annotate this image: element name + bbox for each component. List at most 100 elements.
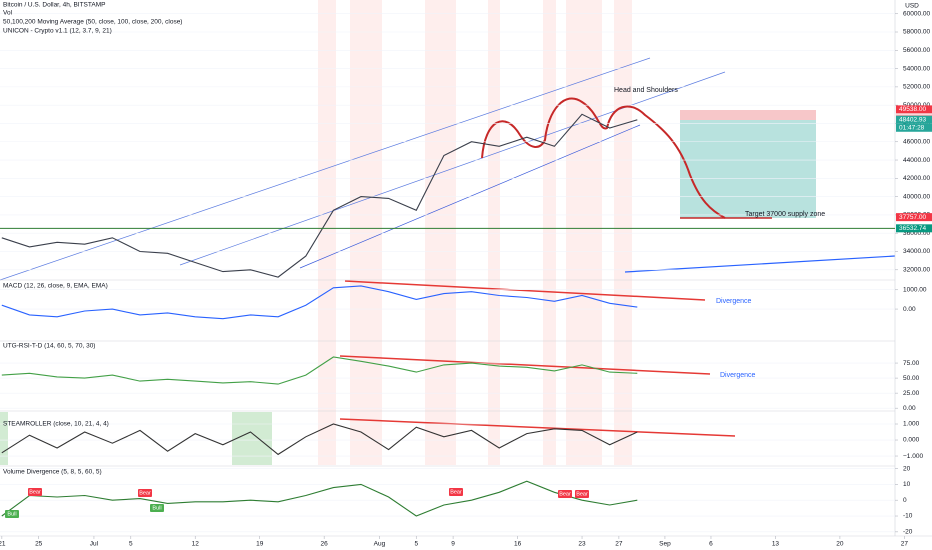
x-tick-label: 6 [709,541,713,548]
annotation: Head and Shoulders [614,87,678,94]
signal-label: Bull [152,505,161,511]
x-tick-label: 20 [836,541,844,548]
x-tick-label: 12 [192,541,200,548]
x-tick-label: 26 [321,541,329,548]
x-tick-label: 5 [414,541,418,548]
panel-title: UTG-RSI-T-D (14, 60, 5, 70, 30) [3,343,95,350]
highlight-band [425,0,456,465]
y-tick-label: 1000.00 [903,286,927,293]
highlight-band [0,412,8,465]
signal-label: Bear [559,491,571,497]
y-tick-label: 50000.00 [903,102,930,109]
signal-tag [575,490,589,498]
x-tick-label: 9 [451,541,455,548]
unit-label: USD [905,3,919,10]
annotation: Divergence [716,298,752,305]
y-tick-label: −1.000 [903,453,923,460]
channel-lower [179,71,726,266]
price-tag-label: 37757.00 [899,214,926,221]
highlight-band [566,0,602,465]
panel-title: MACD (12, 26, close, 9, EMA, EMA) [3,283,108,290]
y-tick-label: 60000.00 [903,10,930,17]
signal-tag [558,490,572,498]
series-line [1,480,638,517]
x-tick-label: 25 [35,541,43,548]
y-tick-label: 32000.00 [903,266,930,273]
highlight-band [614,0,632,465]
y-tick-label: 44000.00 [903,157,930,164]
x-tick-label: Sep [659,541,671,548]
x-tick-label: Jul [90,541,99,548]
price-tag-label: 48402.93 [899,116,926,123]
y-tick-label: 42000.00 [903,175,930,182]
series-line [1,113,638,278]
trend-line [624,255,896,273]
series-line [1,423,638,456]
highlight-band [232,412,272,465]
highlight-band [488,0,500,465]
highlight-bands [0,0,632,465]
highlight-band [318,0,336,465]
indicator-label: 50,100,200 Moving Average (50, close, 10… [3,19,182,26]
y-tick-label: 10 [903,481,911,488]
y-tick-label: 36000.00 [903,230,930,237]
price-tag [896,224,932,233]
annotation: Target 37000 supply zone [745,211,825,218]
x-tick-label: 21 [0,541,6,548]
panel-title: Bitcoin / U.S. Dollar, 4h, BITSTAMP [3,2,105,9]
y-tick-label: 20 [903,465,911,472]
target-zone [680,120,816,218]
divergence-arrow [344,280,706,301]
divergence-arrow [339,355,711,375]
price-tag [896,115,932,124]
x-tick-label: 5 [129,541,133,548]
x-tick-label: 27 [615,541,623,548]
x-tick-label: 16 [514,541,522,548]
highlight-band [350,0,382,465]
price-tag-label: 49538.00 [899,106,926,113]
indicator-label: UNICON - Crypto v1.1 (12, 3.7, 9, 21) [3,28,112,35]
signal-label: Bear [576,491,588,497]
signal-tag [138,489,152,497]
divergence-arrow [339,418,736,437]
y-tick-label: 50.00 [903,375,920,382]
channel-upper [0,57,651,281]
signal-tag [5,510,19,518]
y-tick-label: 56000.00 [903,47,930,54]
signal-tag [28,488,42,496]
signal-label: Bull [7,511,16,517]
highlight-band [543,0,556,465]
signal-label: Bear [139,490,151,496]
y-tick-label: 0.00 [903,306,916,313]
x-tick-label: 19 [256,541,264,548]
stop-zone [680,110,816,120]
y-tick-label: 0.000 [903,437,920,444]
price-tag [896,213,932,222]
signal-tag [150,504,164,512]
y-tick-label: 40000.00 [903,193,930,200]
y-tick-label: 1.000 [903,421,920,428]
y-tick-label: 25.00 [903,390,920,397]
y-tick-label: -10 [903,513,913,520]
panel-title: STEAMROLLER (close, 10, 21, 4, 4) [3,421,109,428]
y-tick-label: 52000.00 [903,84,930,91]
y-tick-label: 34000.00 [903,248,930,255]
y-tick-label: 58000.00 [903,29,930,36]
x-tick-label: 27 [901,541,909,548]
y-tick-label: 75.00 [903,360,920,367]
annotation: Divergence [720,372,756,379]
head-and-shoulders [481,97,726,219]
y-tick-label: 54000.00 [903,65,930,72]
indicator-label: Vol [3,10,13,17]
y-tick-label: -20 [903,529,913,536]
price-tag-label: 36532.74 [899,225,926,232]
y-tick-label: 46000.00 [903,138,930,145]
series-line [1,356,638,385]
x-tick-label: Aug [374,541,386,548]
y-tick-label: 0.00 [903,405,916,412]
signal-tag [449,488,463,496]
x-tick-label: 23 [578,541,586,548]
countdown: 01:47:28 [899,124,925,131]
countdown-tag [896,123,932,132]
